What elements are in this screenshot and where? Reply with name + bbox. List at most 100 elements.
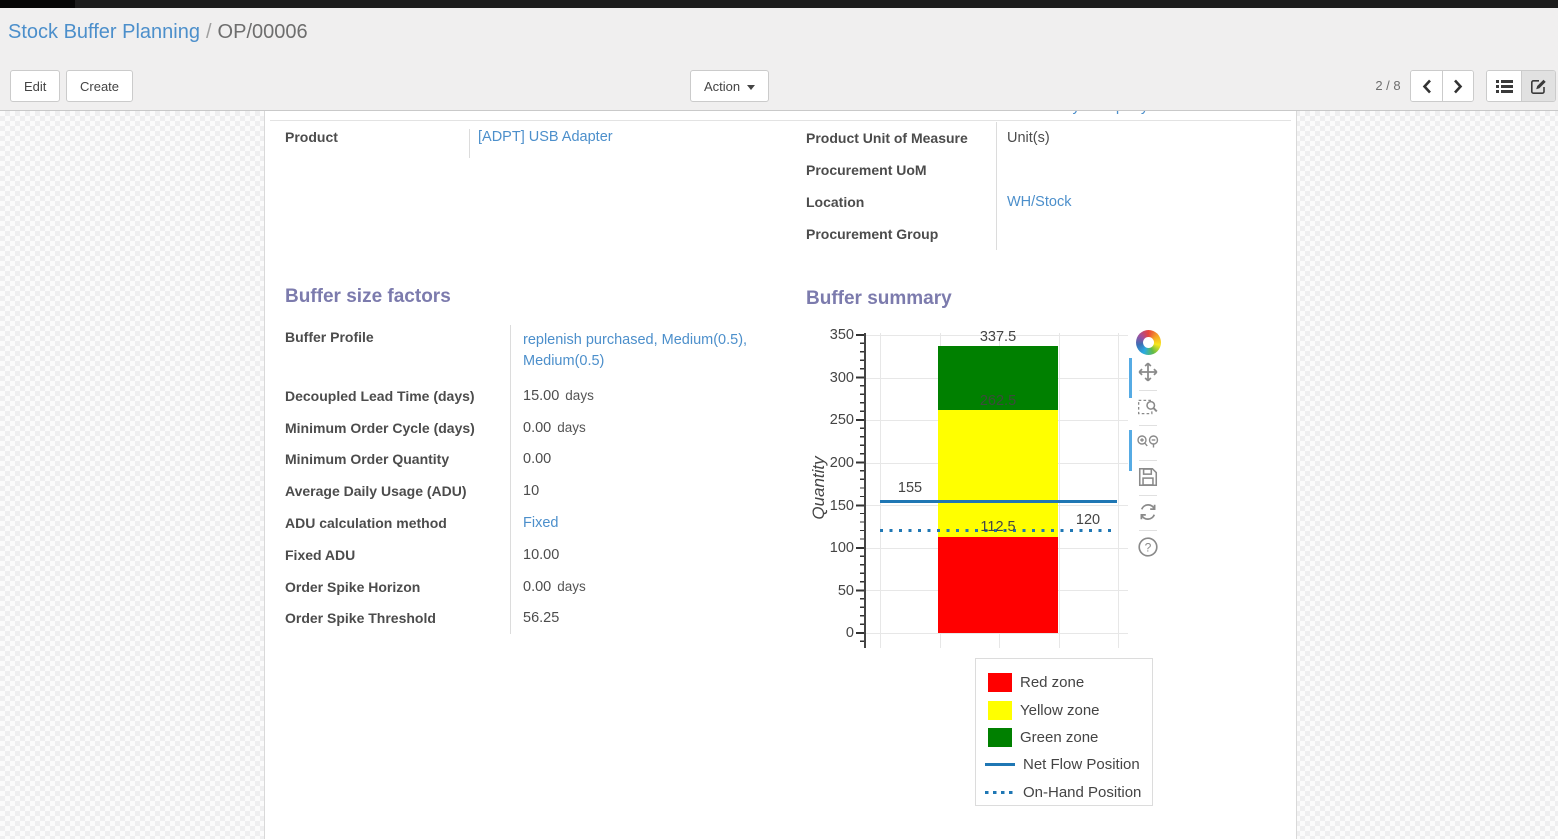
y-tick-200: 200 — [829, 455, 854, 471]
green-top-value-label: 337.5 — [979, 329, 1017, 345]
y-tick-300: 300 — [829, 370, 854, 386]
y-axis-line — [864, 333, 866, 648]
gridline — [1118, 333, 1119, 648]
field-row-dlt: Decoupled Lead Time (days) 15.00 days — [285, 380, 785, 412]
location-value-link[interactable]: WH/Stock — [1007, 194, 1072, 210]
min-order-cycle-suffix: days — [557, 419, 586, 435]
product-value-link[interactable]: [ADPT] USB Adapter — [478, 129, 613, 145]
pan-button[interactable] — [1137, 361, 1159, 383]
buffer-profile-value-link[interactable]: replenish purchased, Medium(0.5), Medium… — [523, 332, 748, 369]
red-top-value-label: 112.5 — [980, 519, 1016, 535]
legend-item-on-hand[interactable]: On-Hand Position — [976, 779, 1152, 806]
legend-label: Net Flow Position — [1023, 756, 1140, 774]
y-tick-350: 350 — [829, 327, 854, 343]
info-group: Product Unit of Measure Unit(s) Procurem… — [806, 122, 1276, 250]
field-row-fixed-adu: Fixed ADU 10.00 — [285, 538, 785, 571]
red-zone-bar[interactable] — [938, 537, 1058, 633]
field-row-spike-horizon: Order Spike Horizon 0.00 days — [285, 570, 785, 603]
save-icon — [1138, 467, 1158, 487]
legend-item-red-zone[interactable]: Red zone — [976, 669, 1152, 696]
yellow-swatch-icon — [988, 700, 1012, 720]
adu-method-label: ADU calculation method — [285, 507, 511, 539]
download-image-button[interactable] — [1137, 466, 1159, 488]
spike-threshold-value: 56.25 — [523, 610, 560, 627]
reset-axes-button[interactable] — [1137, 501, 1159, 523]
field-row-location: Location WH/Stock — [806, 186, 1276, 218]
list-view-button[interactable] — [1487, 71, 1521, 101]
legend-label: Yellow zone — [1020, 701, 1100, 719]
edit-button[interactable]: Edit — [10, 70, 61, 102]
field-row-buffer-profile: Buffer Profile replenish purchased, Medi… — [285, 325, 785, 380]
legend-label: On-Hand Position — [1023, 783, 1142, 801]
modebar-separator — [1139, 460, 1157, 461]
gridline — [1058, 333, 1060, 648]
green-bottom-value-label: 262.5 — [979, 393, 1017, 409]
adu-label: Average Daily Usage (ADU) — [285, 475, 511, 508]
on-hand-position-line[interactable] — [880, 529, 1117, 533]
legend-item-green-zone[interactable]: Green zone — [976, 724, 1152, 751]
net-flow-position-line[interactable] — [880, 499, 1117, 503]
help-button[interactable]: ? — [1137, 536, 1159, 558]
dotted-line-swatch-icon — [985, 790, 1015, 794]
yellow-zone-bar[interactable] — [938, 409, 1058, 538]
fixed-adu-label: Fixed ADU — [285, 538, 511, 571]
location-label: Location — [806, 186, 997, 218]
gridline — [866, 335, 1128, 336]
legend-item-yellow-zone[interactable]: Yellow zone — [976, 696, 1152, 723]
dlt-suffix: days — [565, 387, 594, 403]
buffer-chart-plot-area[interactable]: 337.5 262.5 155 112.5 120 — [866, 329, 1128, 648]
y-tick-150: 150 — [829, 498, 854, 514]
create-button[interactable]: Create — [66, 70, 134, 102]
top-nav-bar — [0, 0, 1558, 8]
field-row-adu-method: ADU calculation method Fixed — [285, 507, 785, 539]
buffer-summary-title: Buffer summary — [806, 288, 952, 309]
control-panel: Stock Buffer Planning / OP/00006 Edit Crea… — [0, 8, 1558, 111]
field-row-min-order-qty: Minimum Order Quantity 0.00 — [285, 443, 785, 476]
form-view-button[interactable] — [1521, 71, 1555, 101]
solid-line-swatch-icon — [985, 763, 1015, 767]
net-flow-value-label: 155 — [897, 480, 923, 496]
field-row-uom: Product Unit of Measure Unit(s) — [806, 122, 1276, 154]
box-zoom-button[interactable] — [1137, 396, 1159, 418]
green-zone-bar[interactable] — [938, 345, 1058, 410]
field-row-min-order-cycle: Minimum Order Cycle (days) 0.00 days — [285, 411, 785, 444]
modebar-active-indicator — [1129, 358, 1132, 398]
red-swatch-icon — [988, 673, 1012, 693]
gridline — [866, 633, 1128, 634]
zoom-in-out-button[interactable] — [1136, 431, 1160, 453]
dlt-value: 15.00 — [523, 387, 560, 404]
buffer-factors-group: Buffer Profile replenish purchased, Medi… — [285, 325, 785, 635]
dlt-label: Decoupled Lead Time (days) — [285, 380, 511, 412]
spike-horizon-label: Order Spike Horizon — [285, 570, 511, 603]
legend-label: Red zone — [1020, 674, 1085, 692]
top-nav-active-segment — [0, 0, 75, 8]
buffer-profile-label: Buffer Profile — [285, 325, 511, 380]
y-axis-minor-ticks — [860, 334, 864, 646]
y-tick-0: 0 — [845, 625, 854, 641]
modebar-separator — [1139, 390, 1157, 391]
fixed-adu-value: 10.00 — [523, 546, 560, 563]
action-label: Action — [704, 78, 741, 94]
modebar-separator — [1139, 530, 1157, 531]
min-order-cycle-label: Minimum Order Cycle (days) — [285, 411, 511, 444]
buffer-size-factors-title: Buffer size factors — [285, 286, 451, 307]
breadcrumb-parent-link[interactable]: Stock Buffer Planning — [8, 21, 200, 43]
uom-label: Product Unit of Measure — [806, 122, 997, 154]
adu-method-value-link[interactable]: Fixed — [523, 515, 559, 532]
spike-horizon-suffix: days — [557, 578, 586, 594]
legend-label: Green zone — [1020, 728, 1099, 746]
gridline — [880, 333, 881, 648]
action-dropdown-button[interactable]: Action — [690, 70, 770, 102]
clipped-field-value: My Company — [1060, 111, 1260, 119]
pager-next-button[interactable] — [1442, 71, 1473, 101]
y-tick-100: 100 — [829, 540, 854, 556]
plotly-logo-icon[interactable] — [1135, 330, 1161, 355]
caret-down-icon — [747, 84, 756, 90]
svg-text:?: ? — [1145, 540, 1152, 554]
pager-previous-button[interactable] — [1411, 71, 1442, 101]
reset-axes-icon — [1140, 503, 1156, 521]
procurement-group-label: Procurement Group — [806, 218, 997, 250]
legend-item-net-flow[interactable]: Net Flow Position — [976, 751, 1152, 778]
breadcrumb-separator: / — [205, 21, 212, 43]
